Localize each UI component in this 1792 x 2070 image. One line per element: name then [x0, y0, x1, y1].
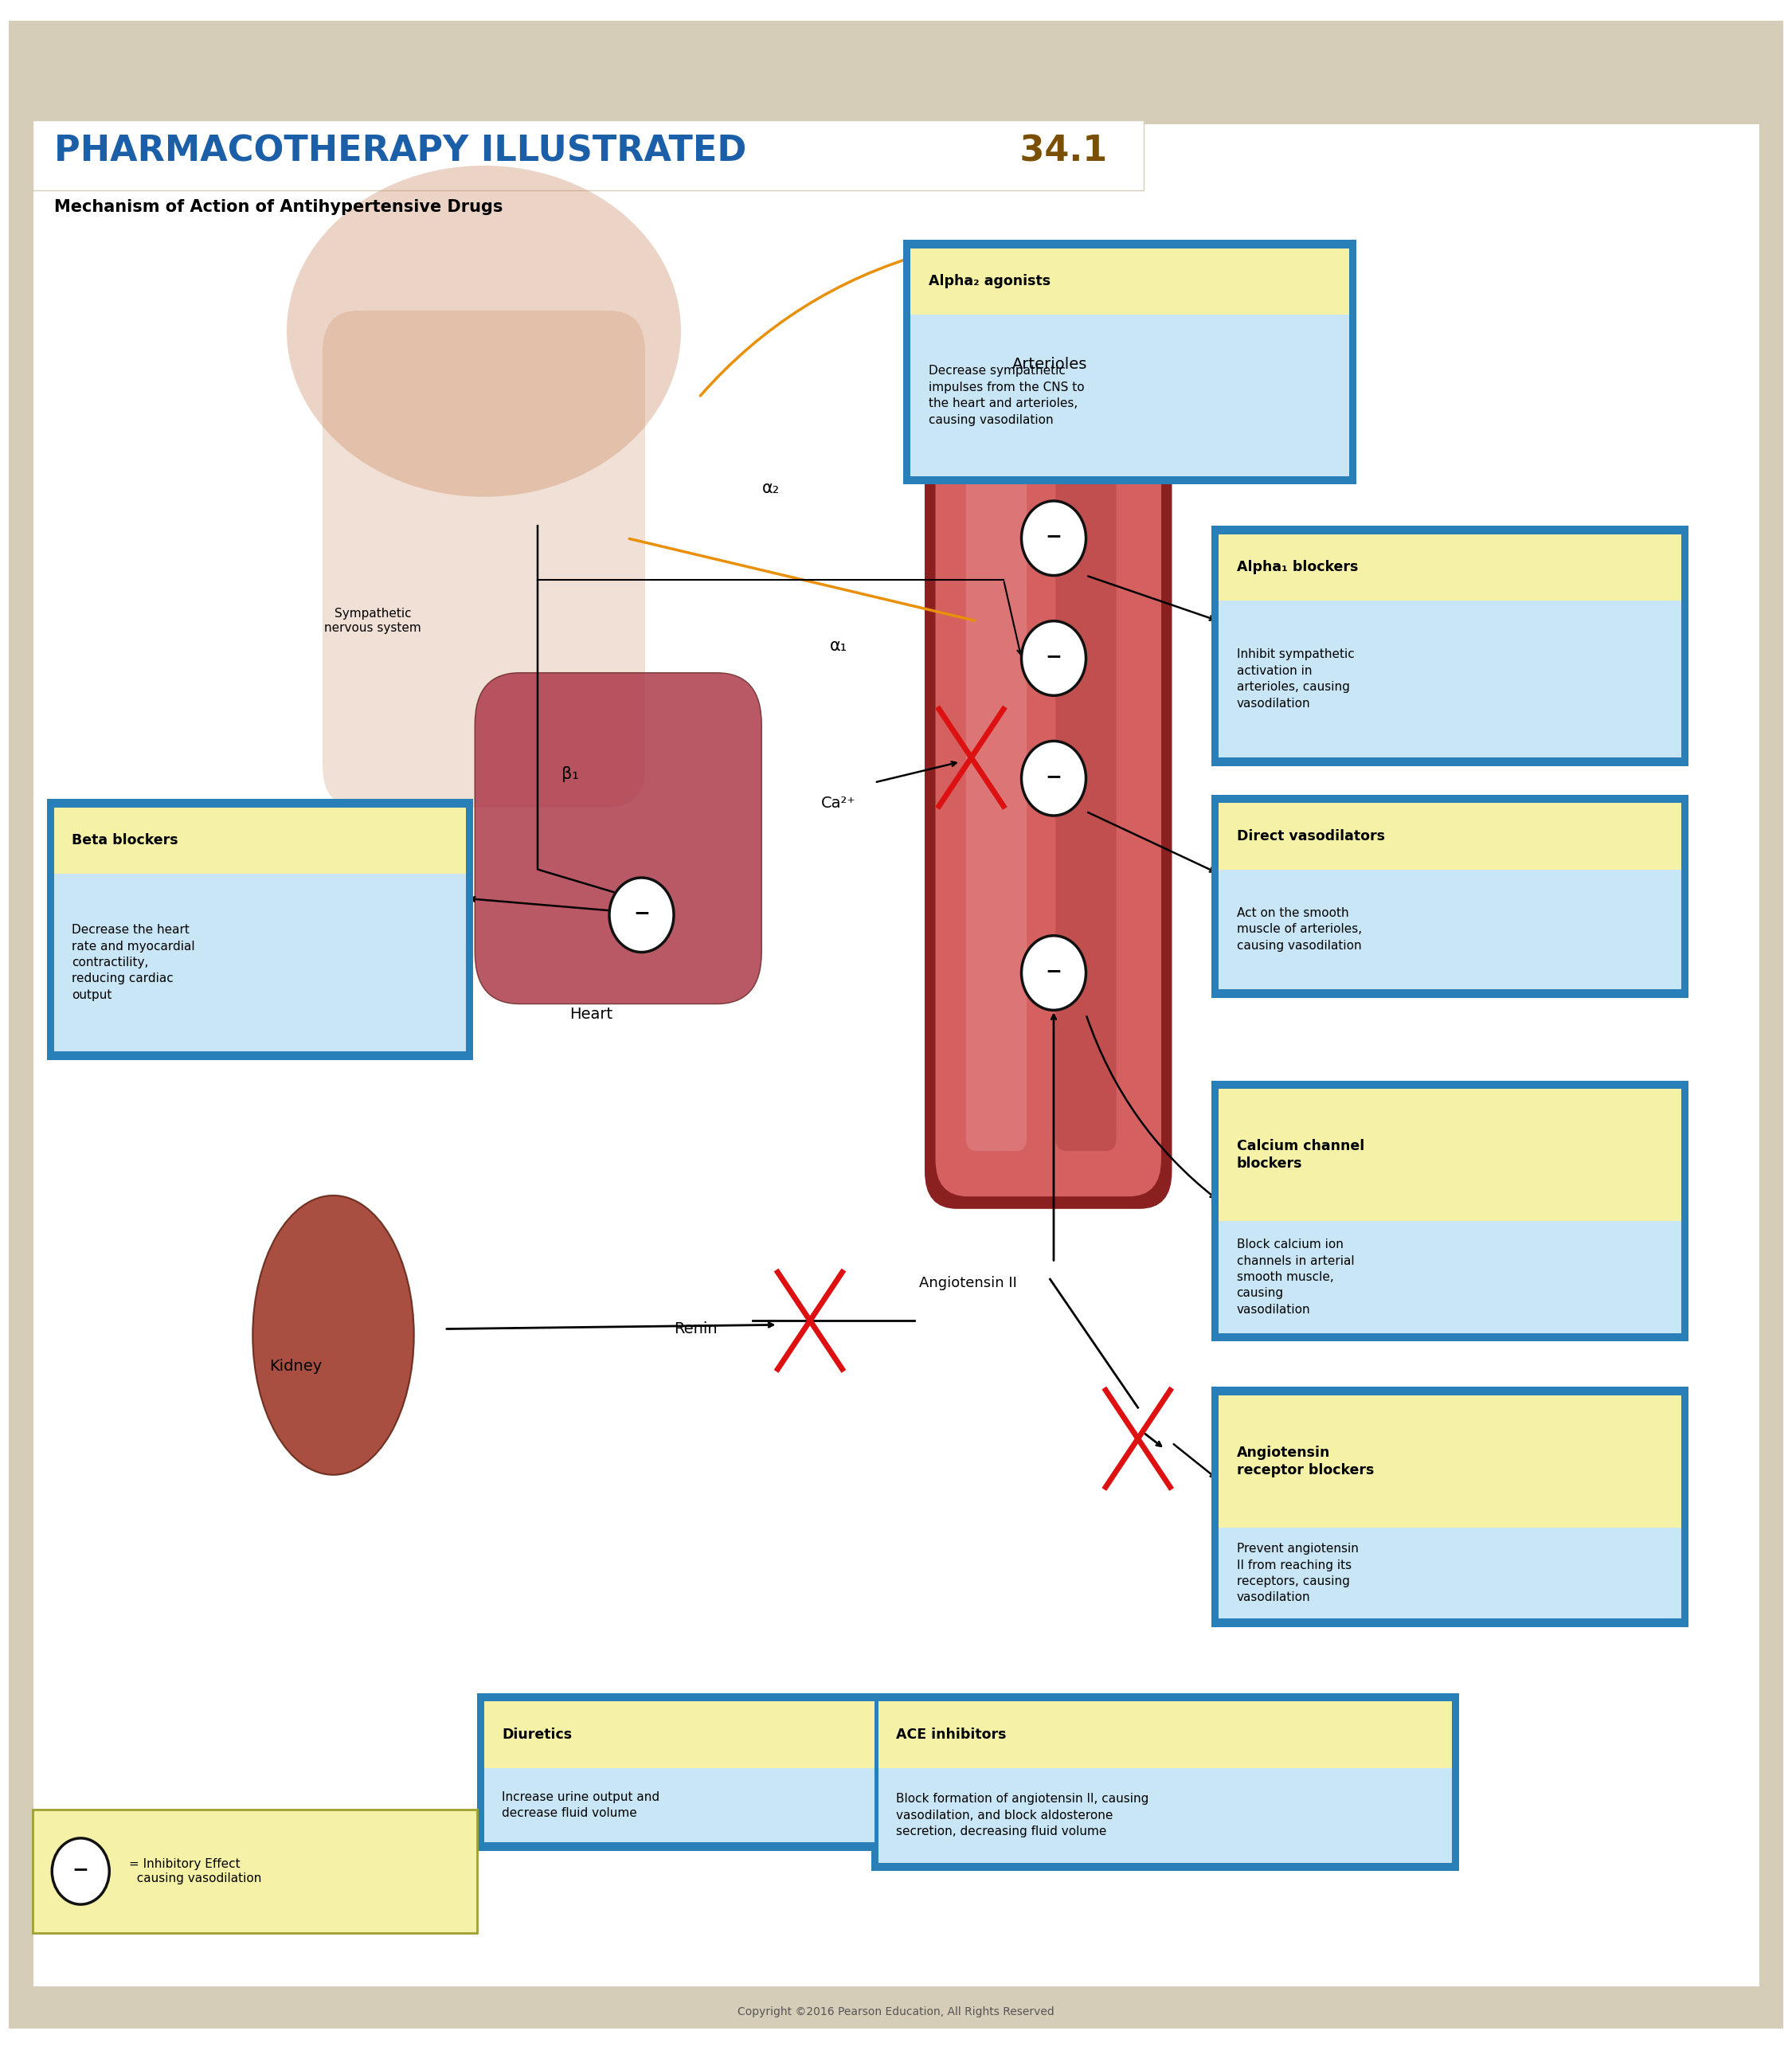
FancyBboxPatch shape: [966, 381, 1027, 1151]
Text: Act on the smooth
muscle of arterioles,
causing vasodilation: Act on the smooth muscle of arterioles, …: [1236, 907, 1362, 952]
Text: ACE inhibitors: ACE inhibitors: [896, 1728, 1007, 1741]
Circle shape: [52, 1838, 109, 1904]
FancyBboxPatch shape: [878, 1768, 1452, 1863]
FancyBboxPatch shape: [475, 673, 762, 1004]
Text: Arterioles: Arterioles: [1012, 356, 1088, 373]
Circle shape: [1021, 621, 1086, 696]
FancyBboxPatch shape: [477, 1693, 882, 1851]
FancyBboxPatch shape: [935, 335, 1161, 1196]
FancyBboxPatch shape: [1219, 1395, 1681, 1528]
Text: Kidney: Kidney: [269, 1358, 323, 1374]
FancyBboxPatch shape: [9, 21, 1783, 2029]
Circle shape: [609, 878, 674, 952]
Text: = Inhibitory Effect
  causing vasodilation: = Inhibitory Effect causing vasodilation: [129, 1859, 262, 1884]
FancyBboxPatch shape: [871, 1693, 1459, 1871]
FancyBboxPatch shape: [925, 323, 1172, 1209]
Text: PHARMACOTHERAPY ILLUSTRATED: PHARMACOTHERAPY ILLUSTRATED: [54, 135, 745, 168]
FancyBboxPatch shape: [1211, 795, 1688, 998]
Text: Mechanism of Action of Antihypertensive Drugs: Mechanism of Action of Antihypertensive …: [54, 199, 502, 215]
Circle shape: [1021, 936, 1086, 1010]
FancyBboxPatch shape: [1219, 1089, 1681, 1221]
Ellipse shape: [287, 166, 681, 497]
FancyBboxPatch shape: [1219, 803, 1681, 869]
Text: α₁: α₁: [830, 638, 848, 654]
Text: Block formation of angiotensin II, causing
vasodilation, and block aldosterone
s: Block formation of angiotensin II, causi…: [896, 1793, 1149, 1838]
FancyBboxPatch shape: [32, 62, 1760, 124]
FancyBboxPatch shape: [1219, 1221, 1681, 1333]
Text: Beta blockers: Beta blockers: [72, 834, 177, 847]
Circle shape: [1021, 501, 1086, 575]
Text: Inhibit sympathetic
activation in
arterioles, causing
vasodilation: Inhibit sympathetic activation in arteri…: [1236, 648, 1355, 710]
Text: Decrease sympathetic
impulses from the CNS to
the heart and arterioles,
causing : Decrease sympathetic impulses from the C…: [928, 364, 1084, 426]
FancyBboxPatch shape: [1211, 1081, 1688, 1341]
FancyBboxPatch shape: [1211, 526, 1688, 766]
Text: 34.1: 34.1: [1007, 135, 1107, 168]
FancyBboxPatch shape: [32, 62, 1760, 1987]
FancyBboxPatch shape: [484, 1702, 874, 1768]
Text: Decrease the heart
rate and myocardial
contractility,
reducing cardiac
output: Decrease the heart rate and myocardial c…: [72, 923, 195, 1002]
FancyBboxPatch shape: [903, 240, 1357, 484]
Text: −: −: [633, 903, 650, 923]
Text: Alpha₂ agonists: Alpha₂ agonists: [928, 275, 1050, 288]
Text: β₁: β₁: [561, 766, 579, 782]
FancyBboxPatch shape: [1055, 381, 1116, 1151]
Text: Heart: Heart: [570, 1006, 613, 1023]
Text: Block calcium ion
channels in arterial
smooth muscle,
causing
vasodilation: Block calcium ion channels in arterial s…: [1236, 1238, 1355, 1317]
Text: Increase urine output and
decrease fluid volume: Increase urine output and decrease fluid…: [502, 1791, 659, 1820]
Text: Ca²⁺: Ca²⁺: [821, 795, 857, 811]
Text: Renin: Renin: [674, 1321, 717, 1337]
Text: α₂: α₂: [762, 480, 780, 497]
Text: −: −: [1045, 526, 1063, 546]
FancyBboxPatch shape: [32, 120, 1143, 190]
Text: Diuretics: Diuretics: [502, 1728, 572, 1741]
Text: Calcium channel
blockers: Calcium channel blockers: [1236, 1138, 1364, 1172]
Circle shape: [1021, 741, 1086, 816]
FancyBboxPatch shape: [1219, 1528, 1681, 1619]
FancyBboxPatch shape: [484, 1768, 874, 1842]
Text: Angiotensin II: Angiotensin II: [919, 1277, 1016, 1290]
Text: −: −: [72, 1859, 90, 1880]
Text: Angiotensin
receptor blockers: Angiotensin receptor blockers: [1236, 1445, 1374, 1478]
Text: −: −: [1045, 646, 1063, 667]
FancyBboxPatch shape: [54, 807, 466, 874]
Text: −: −: [1045, 766, 1063, 787]
Text: −: −: [1045, 960, 1063, 981]
FancyBboxPatch shape: [910, 315, 1349, 476]
FancyBboxPatch shape: [47, 799, 473, 1060]
Text: Alpha₁ blockers: Alpha₁ blockers: [1236, 561, 1358, 573]
FancyBboxPatch shape: [1219, 534, 1681, 600]
Text: Copyright ©2016 Pearson Education, All Rights Reserved: Copyright ©2016 Pearson Education, All R…: [738, 2006, 1054, 2018]
FancyBboxPatch shape: [1211, 1387, 1688, 1627]
FancyBboxPatch shape: [54, 874, 466, 1052]
FancyBboxPatch shape: [910, 248, 1349, 315]
Text: Prevent angiotensin
II from reaching its
receptors, causing
vasodilation: Prevent angiotensin II from reaching its…: [1236, 1542, 1358, 1604]
Ellipse shape: [253, 1196, 414, 1474]
FancyBboxPatch shape: [1219, 869, 1681, 989]
FancyBboxPatch shape: [878, 1702, 1452, 1768]
Text: Direct vasodilators: Direct vasodilators: [1236, 830, 1385, 842]
FancyBboxPatch shape: [323, 310, 645, 807]
FancyBboxPatch shape: [1219, 600, 1681, 758]
Text: Sympathetic
nervous system: Sympathetic nervous system: [324, 609, 421, 633]
FancyBboxPatch shape: [32, 1809, 477, 1933]
